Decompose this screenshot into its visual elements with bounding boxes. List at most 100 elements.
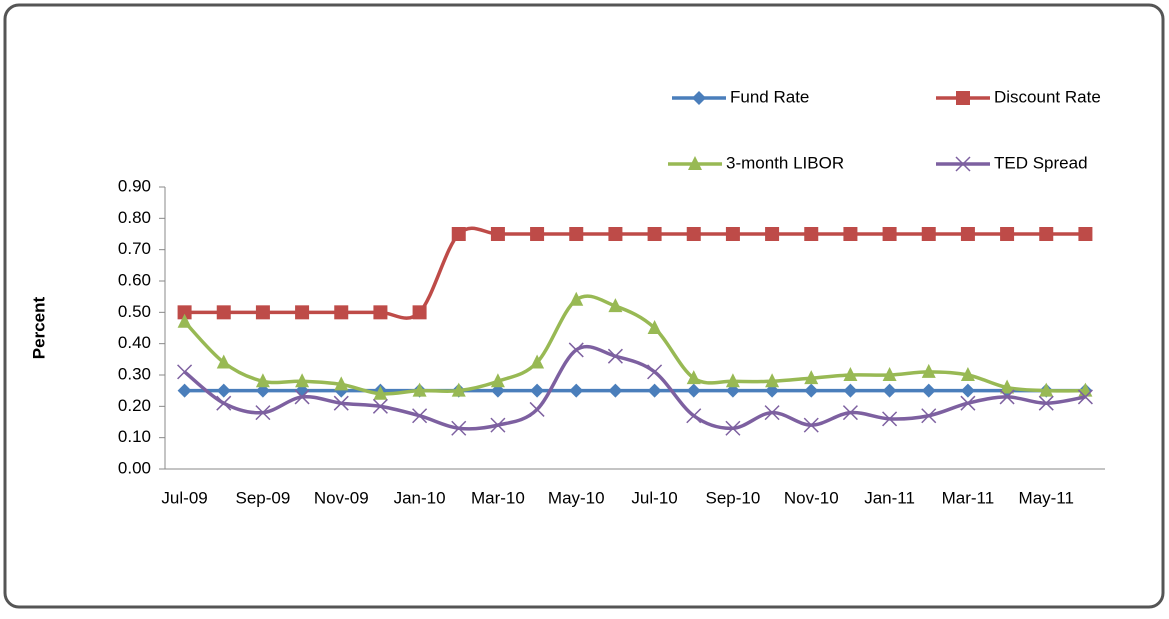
marker <box>765 373 780 388</box>
marker <box>608 298 623 313</box>
marker <box>334 305 349 320</box>
marker <box>608 227 623 241</box>
marker <box>686 227 701 241</box>
marker <box>647 227 662 241</box>
marker <box>294 389 310 405</box>
marker <box>451 382 466 397</box>
marker <box>1000 379 1015 394</box>
marker <box>295 305 310 320</box>
marker <box>255 305 270 320</box>
marker <box>882 383 897 398</box>
x-tick-label: Sep-09 <box>236 488 291 507</box>
marker <box>569 383 584 398</box>
x-tick-label: Jul-09 <box>161 488 207 507</box>
x-tick-label: Mar-11 <box>942 488 995 507</box>
marker <box>686 408 702 424</box>
marker <box>216 395 232 411</box>
marker <box>647 383 662 398</box>
marker <box>1039 227 1054 241</box>
chart-frame <box>3 3 1165 609</box>
series-line <box>183 344 1086 431</box>
marker <box>1038 395 1054 411</box>
marker <box>647 320 662 334</box>
marker <box>882 367 897 381</box>
marker <box>764 405 780 421</box>
marker <box>1039 382 1054 397</box>
x-tick-label: Nov-09 <box>314 488 369 507</box>
marker <box>255 405 271 421</box>
marker <box>804 370 819 385</box>
marker <box>569 291 584 306</box>
legend-label: TED Spread <box>994 153 1088 172</box>
marker <box>843 383 858 398</box>
marker <box>921 227 936 241</box>
marker <box>686 370 701 385</box>
marker <box>725 420 741 436</box>
marker <box>921 383 936 398</box>
legend-label: 3-month LIBOR <box>726 153 844 172</box>
marker <box>530 354 545 369</box>
y-tick-label: 0.50 <box>118 302 151 321</box>
marker <box>216 354 231 369</box>
marker <box>177 305 192 320</box>
x-tick-label: Sep-10 <box>706 488 761 507</box>
marker <box>569 227 584 241</box>
marker <box>960 395 976 411</box>
marker <box>804 383 819 398</box>
marker <box>177 383 192 398</box>
y-tick-label: 0.00 <box>118 458 151 477</box>
marker <box>803 417 819 433</box>
marker <box>956 91 970 105</box>
x-tick-label: Nov-10 <box>784 488 839 507</box>
marker <box>530 227 545 241</box>
marker <box>412 305 427 320</box>
marker <box>960 367 975 381</box>
y-tick-label: 0.10 <box>118 427 151 446</box>
marker <box>688 156 702 170</box>
marker <box>372 398 388 414</box>
marker <box>216 383 231 398</box>
x-tick-label: May-11 <box>1019 488 1074 507</box>
marker <box>530 383 545 398</box>
marker <box>882 411 898 427</box>
marker <box>255 373 270 388</box>
marker <box>295 373 310 388</box>
x-tick-label: Jul-10 <box>631 488 677 507</box>
marker <box>843 227 858 241</box>
marker <box>373 305 388 320</box>
marker <box>686 383 701 398</box>
marker <box>804 227 819 241</box>
marker <box>842 405 858 421</box>
marker <box>412 408 428 424</box>
marker <box>373 385 388 400</box>
marker <box>921 408 937 424</box>
x-tick-label: Mar-10 <box>471 488 525 507</box>
marker <box>607 348 623 364</box>
y-tick-label: 0.30 <box>118 364 151 383</box>
marker <box>177 364 193 380</box>
y-axis-label: Percent <box>29 296 48 359</box>
marker <box>568 342 584 358</box>
marker <box>451 227 466 241</box>
marker <box>529 401 545 417</box>
y-tick-label: 0.40 <box>118 333 151 352</box>
marker <box>843 367 858 381</box>
x-tick-label: Jan-10 <box>394 488 446 507</box>
marker <box>490 373 505 388</box>
marker <box>955 156 971 172</box>
y-tick-label: 0.90 <box>118 176 151 195</box>
y-tick-label: 0.80 <box>118 208 151 227</box>
marker <box>412 382 427 397</box>
marker <box>921 363 936 378</box>
y-tick-label: 0.60 <box>118 270 151 289</box>
marker <box>1077 389 1093 405</box>
marker <box>451 420 467 436</box>
marker <box>999 389 1015 405</box>
marker <box>216 305 231 320</box>
marker <box>490 227 505 241</box>
marker <box>177 313 192 328</box>
marker <box>1078 227 1093 241</box>
marker <box>692 91 706 105</box>
x-tick-label: Jan-11 <box>864 488 915 507</box>
